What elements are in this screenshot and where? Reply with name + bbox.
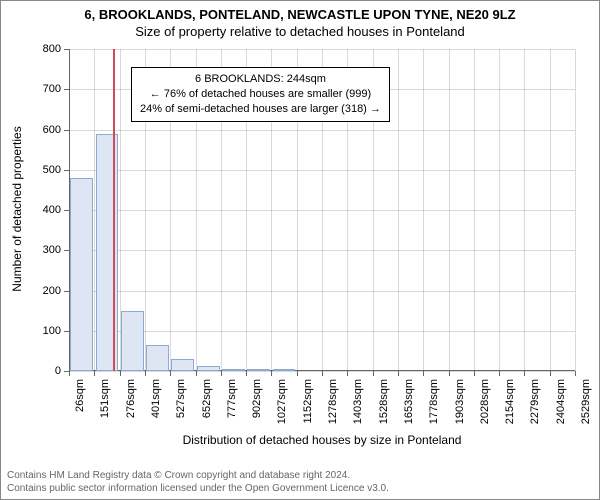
xtick-mark bbox=[373, 371, 374, 376]
ytick-label: 100 bbox=[35, 325, 61, 337]
ytick-label: 300 bbox=[35, 244, 61, 256]
annotation-line2: ← 76% of detached houses are smaller (99… bbox=[140, 87, 381, 102]
xtick-mark bbox=[120, 371, 121, 376]
title-main: 6, BROOKLANDS, PONTELAND, NEWCASTLE UPON… bbox=[1, 1, 599, 22]
xtick-mark bbox=[271, 371, 272, 376]
xtick-label: 2154sqm bbox=[504, 379, 516, 434]
xtick-mark bbox=[94, 371, 95, 376]
gridline-v bbox=[423, 49, 424, 371]
xtick-label: 1403sqm bbox=[352, 379, 364, 434]
annotation-box: 6 BROOKLANDS: 244sqm ← 76% of detached h… bbox=[131, 67, 390, 122]
ytick-label: 0 bbox=[35, 365, 61, 377]
ytick-label: 800 bbox=[35, 43, 61, 55]
gridline-v bbox=[449, 49, 450, 371]
ytick-mark bbox=[64, 210, 69, 211]
annotation-line3: 24% of semi-detached houses are larger (… bbox=[140, 102, 381, 117]
xtick-mark bbox=[322, 371, 323, 376]
y-axis-title: Number of detached properties bbox=[10, 109, 24, 309]
xtick-mark bbox=[145, 371, 146, 376]
ytick-label: 700 bbox=[35, 83, 61, 95]
xtick-label: 401sqm bbox=[150, 379, 162, 434]
gridline-v bbox=[575, 49, 576, 371]
xtick-mark bbox=[575, 371, 576, 376]
chart-container: 6, BROOKLANDS, PONTELAND, NEWCASTLE UPON… bbox=[0, 0, 600, 500]
histogram-bar bbox=[247, 369, 270, 371]
xtick-mark bbox=[170, 371, 171, 376]
xtick-mark bbox=[398, 371, 399, 376]
xtick-label: 1027sqm bbox=[276, 379, 288, 434]
xtick-mark bbox=[221, 371, 222, 376]
xtick-mark bbox=[550, 371, 551, 376]
ytick-label: 400 bbox=[35, 204, 61, 216]
ytick-mark bbox=[64, 291, 69, 292]
xtick-label: 276sqm bbox=[125, 379, 137, 434]
xtick-mark bbox=[499, 371, 500, 376]
xtick-label: 652sqm bbox=[201, 379, 213, 434]
xtick-label: 2529sqm bbox=[580, 379, 592, 434]
ytick-mark bbox=[64, 89, 69, 90]
gridline-v bbox=[524, 49, 525, 371]
gridline-v bbox=[474, 49, 475, 371]
ytick-mark bbox=[64, 170, 69, 171]
xtick-mark bbox=[449, 371, 450, 376]
xtick-label: 527sqm bbox=[175, 379, 187, 434]
xtick-label: 2279sqm bbox=[529, 379, 541, 434]
xtick-mark bbox=[246, 371, 247, 376]
gridline-v bbox=[499, 49, 500, 371]
xtick-label: 1528sqm bbox=[378, 379, 390, 434]
ytick-mark bbox=[64, 130, 69, 131]
xtick-mark bbox=[196, 371, 197, 376]
histogram-bar bbox=[222, 369, 245, 371]
xtick-label: 1778sqm bbox=[428, 379, 440, 434]
xtick-mark bbox=[524, 371, 525, 376]
ytick-mark bbox=[64, 331, 69, 332]
xtick-label: 1278sqm bbox=[327, 379, 339, 434]
xtick-label: 2404sqm bbox=[555, 379, 567, 434]
xtick-label: 1152sqm bbox=[302, 379, 314, 434]
xtick-mark bbox=[474, 371, 475, 376]
xtick-mark bbox=[423, 371, 424, 376]
footer-line2: Contains public sector information licen… bbox=[7, 482, 389, 495]
histogram-bar bbox=[146, 345, 169, 371]
histogram-bar bbox=[70, 178, 93, 371]
xtick-mark bbox=[347, 371, 348, 376]
histogram-bar bbox=[121, 311, 144, 371]
ytick-label: 600 bbox=[35, 124, 61, 136]
xtick-label: 1903sqm bbox=[454, 379, 466, 434]
property-marker-line bbox=[113, 49, 115, 371]
footer-line1: Contains HM Land Registry data © Crown c… bbox=[7, 469, 389, 482]
histogram-bar bbox=[171, 359, 194, 371]
xtick-mark bbox=[69, 371, 70, 376]
xtick-label: 1653sqm bbox=[403, 379, 415, 434]
ytick-label: 500 bbox=[35, 164, 61, 176]
histogram-bar bbox=[273, 369, 296, 371]
ytick-mark bbox=[64, 49, 69, 50]
x-axis-title: Distribution of detached houses by size … bbox=[69, 433, 575, 447]
xtick-mark bbox=[297, 371, 298, 376]
ytick-mark bbox=[64, 250, 69, 251]
xtick-label: 2028sqm bbox=[479, 379, 491, 434]
xtick-label: 26sqm bbox=[74, 379, 86, 434]
footer: Contains HM Land Registry data © Crown c… bbox=[7, 469, 389, 495]
gridline-v bbox=[550, 49, 551, 371]
ytick-label: 200 bbox=[35, 285, 61, 297]
xtick-label: 151sqm bbox=[99, 379, 111, 434]
gridline-v bbox=[398, 49, 399, 371]
title-sub: Size of property relative to detached ho… bbox=[1, 22, 599, 39]
xtick-label: 902sqm bbox=[251, 379, 263, 434]
histogram-bar bbox=[197, 366, 220, 371]
annotation-line1: 6 BROOKLANDS: 244sqm bbox=[140, 72, 381, 87]
xtick-label: 777sqm bbox=[226, 379, 238, 434]
